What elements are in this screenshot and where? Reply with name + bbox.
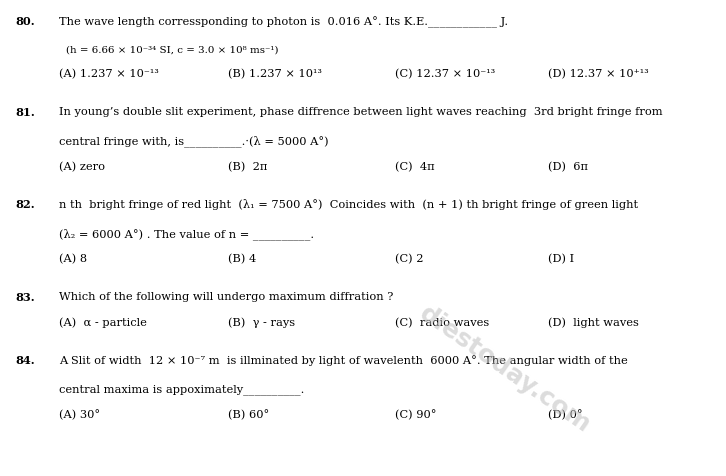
Text: central fringe with, is__________.·(λ = 5000 A°): central fringe with, is__________.·(λ = … <box>60 135 329 147</box>
Text: Which of the following will undergo maximum diffration ?: Which of the following will undergo maxi… <box>60 291 393 301</box>
Text: (C) 12.37 × 10⁻¹³: (C) 12.37 × 10⁻¹³ <box>395 69 495 79</box>
Text: The wave length corressponding to photon is  0.016 A°. Its K.E.____________ J.: The wave length corressponding to photon… <box>60 17 508 28</box>
Text: 84.: 84. <box>16 354 36 365</box>
Text: A Slit of width  12 × 10⁻⁷ m  is illminated by light of wavelenth  6000 A°. The : A Slit of width 12 × 10⁻⁷ m is illminate… <box>60 354 628 365</box>
Text: (A) 30°: (A) 30° <box>60 409 100 420</box>
Text: (D) 0°: (D) 0° <box>548 409 582 420</box>
Text: central maxima is appoximately__________.: central maxima is appoximately__________… <box>60 383 305 394</box>
Text: (A) zero: (A) zero <box>60 161 105 172</box>
Text: (C) 2: (C) 2 <box>395 254 423 264</box>
Text: (B) 60°: (B) 60° <box>228 409 269 420</box>
Text: (C)  4π: (C) 4π <box>395 161 435 172</box>
Text: diestoday.com: diestoday.com <box>415 301 595 436</box>
Text: (D) 12.37 × 10⁺¹³: (D) 12.37 × 10⁺¹³ <box>548 69 649 79</box>
Text: (D)  6π: (D) 6π <box>548 161 588 172</box>
Text: n th  bright fringe of red light  (λ₁ = 7500 A°)  Coincides with  (n + 1) th bri: n th bright fringe of red light (λ₁ = 75… <box>60 198 638 209</box>
Text: (B) 4: (B) 4 <box>228 254 256 264</box>
Text: In young’s double slit experiment, phase diffrence between light waves reaching : In young’s double slit experiment, phase… <box>60 106 663 116</box>
Text: 82.: 82. <box>16 198 36 209</box>
Text: (B)  2π: (B) 2π <box>228 161 267 172</box>
Text: 80.: 80. <box>16 17 36 28</box>
Text: (A) 8: (A) 8 <box>60 254 87 264</box>
Text: (C)  radio waves: (C) radio waves <box>395 317 489 327</box>
Text: (D)  light waves: (D) light waves <box>548 317 639 327</box>
Text: 83.: 83. <box>16 291 36 302</box>
Text: (A) 1.237 × 10⁻¹³: (A) 1.237 × 10⁻¹³ <box>60 69 159 79</box>
Text: (B)  γ - rays: (B) γ - rays <box>228 317 295 327</box>
Text: 81.: 81. <box>16 106 36 118</box>
Text: (B) 1.237 × 10¹³: (B) 1.237 × 10¹³ <box>228 69 322 79</box>
Text: (C) 90°: (C) 90° <box>395 409 436 420</box>
Text: (λ₂ = 6000 A°) . The value of n = __________.: (λ₂ = 6000 A°) . The value of n = ______… <box>60 228 314 239</box>
Text: (h = 6.66 × 10⁻³⁴ SI, c = 3.0 × 10⁸ ms⁻¹): (h = 6.66 × 10⁻³⁴ SI, c = 3.0 × 10⁸ ms⁻¹… <box>66 45 279 54</box>
Text: (D) I: (D) I <box>548 254 574 264</box>
Text: (A)  α - particle: (A) α - particle <box>60 317 147 327</box>
